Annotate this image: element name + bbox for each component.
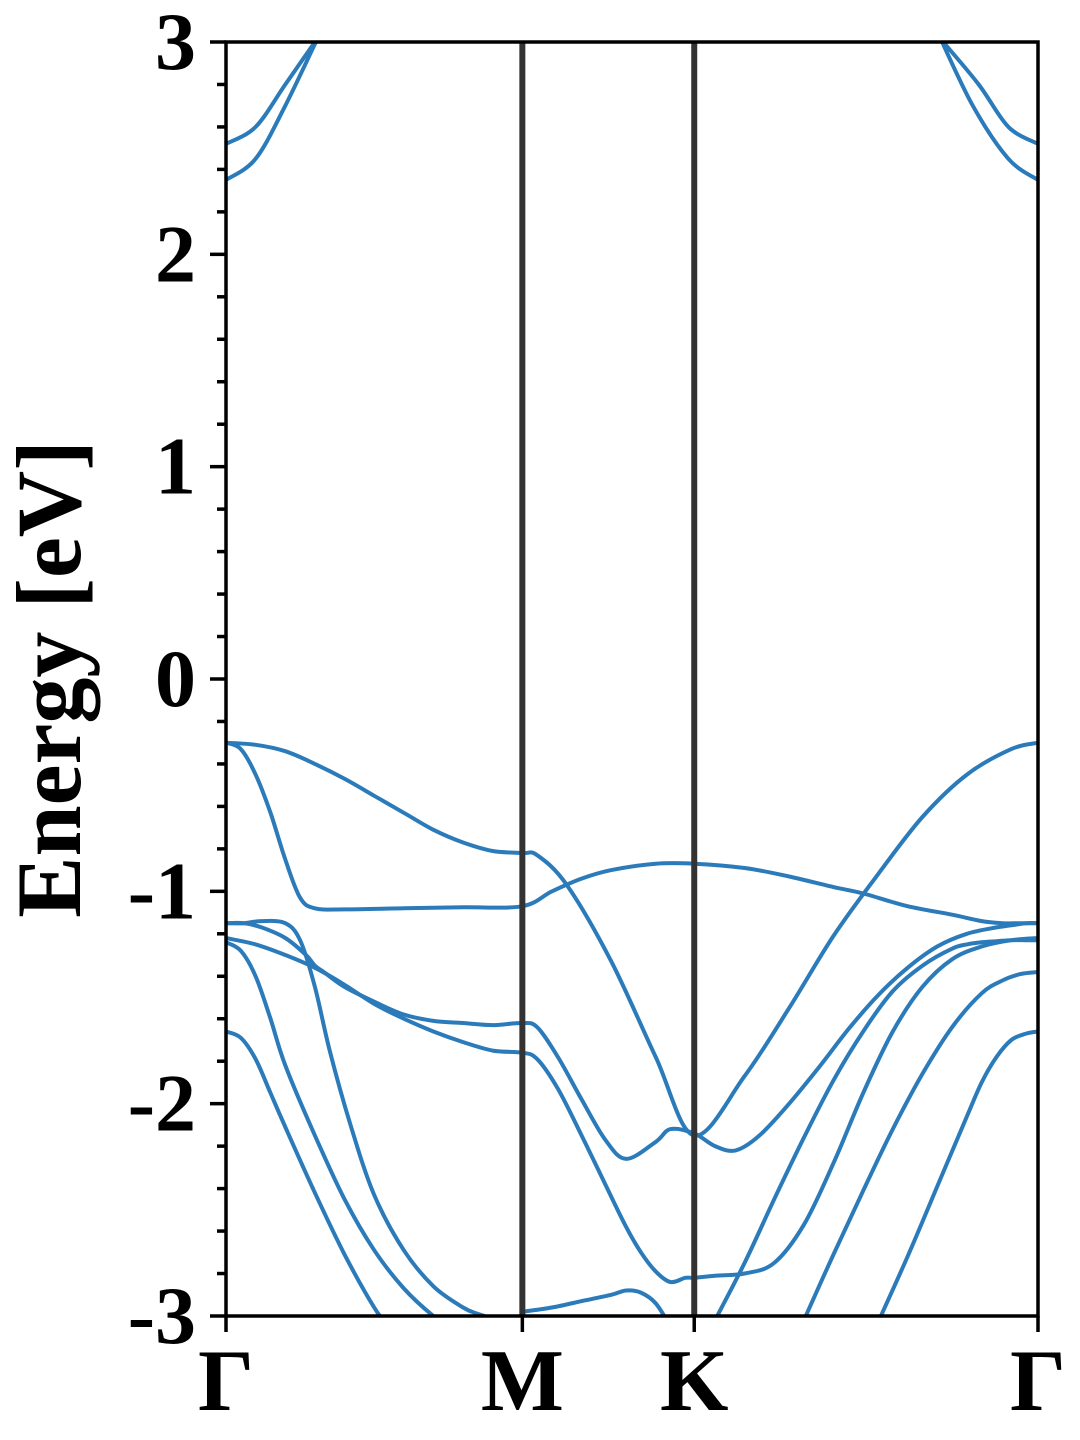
band-line-6 <box>226 740 1038 926</box>
band-line-1 <box>226 42 317 146</box>
y-tick-label: 1 <box>155 421 196 512</box>
y-tick-label: 0 <box>155 633 196 724</box>
x-tick-label: Γ <box>198 1333 254 1430</box>
x-tick-label: M <box>481 1333 564 1430</box>
y-tick-label: 2 <box>155 208 196 299</box>
y-tick-label: -1 <box>128 845 196 936</box>
band-line-10 <box>226 940 437 1316</box>
band-line-15 <box>878 1029 1038 1316</box>
band-line-5 <box>226 740 1038 1138</box>
band-line-2 <box>226 42 319 182</box>
y-tick-label: -2 <box>128 1058 196 1149</box>
y-axis-label: Energy [eV] <box>0 440 100 918</box>
band-line-9 <box>226 936 1038 1285</box>
band-line-4 <box>939 42 1038 182</box>
y-tick-label: -3 <box>128 1270 196 1361</box>
band-line-7 <box>226 918 525 1316</box>
band-line-12 <box>520 1288 667 1316</box>
x-tick-label: Γ <box>1010 1333 1066 1430</box>
band-lines <box>226 42 1038 1316</box>
band-line-11 <box>226 1029 383 1316</box>
y-tick-label: 3 <box>155 0 196 87</box>
band-line-14 <box>803 970 1038 1316</box>
x-tick-label: K <box>660 1333 728 1430</box>
plot-frame <box>224 40 1040 1318</box>
band-line-3 <box>941 42 1038 146</box>
y-axis-ticks: 3 2 1 0 -1 -2 -3 <box>128 0 226 1361</box>
band-line-8 <box>226 920 1038 1161</box>
band-line-13 <box>714 938 1038 1316</box>
k-point-lines <box>519 42 698 1316</box>
